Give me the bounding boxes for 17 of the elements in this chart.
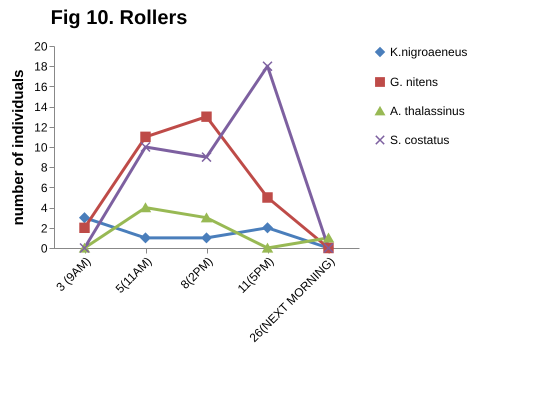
- y-tick-label: 10: [34, 140, 48, 154]
- legend-label: S. costatus: [390, 133, 450, 147]
- chart-title: Fig 10. Rollers: [50, 7, 188, 29]
- y-tick-label: 14: [34, 100, 48, 114]
- legend-label: G. nitens: [390, 75, 438, 89]
- y-axis-title: number of individuals: [10, 70, 28, 226]
- y-tick-label: 20: [34, 40, 48, 54]
- y-tick-label: 6: [40, 180, 48, 195]
- legend-label: A. thalassinus: [390, 104, 465, 118]
- y-tick-label: 16: [34, 80, 48, 94]
- y-tick-label: 0: [40, 242, 48, 256]
- y-tick-label: 12: [34, 120, 48, 134]
- y-tick-label: 4: [40, 201, 48, 216]
- legend-label: K.nigroaeneus: [390, 45, 468, 59]
- y-tick-label: 2: [40, 221, 48, 236]
- y-tick-label: 18: [34, 60, 48, 74]
- y-tick-label: 8: [40, 160, 48, 175]
